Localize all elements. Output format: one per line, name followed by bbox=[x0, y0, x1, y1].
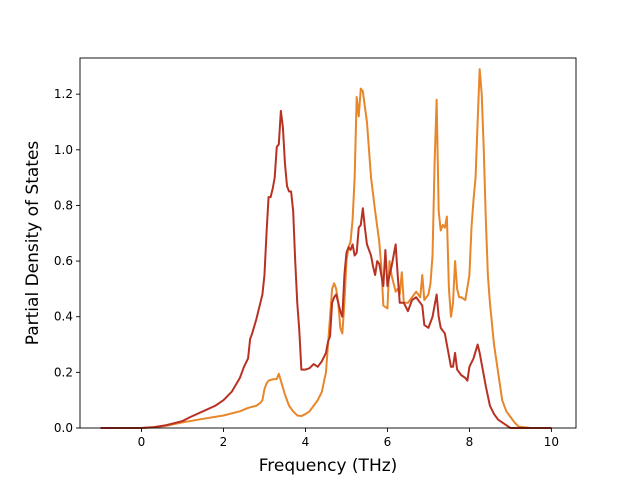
y-tick-label: 0.6 bbox=[54, 254, 73, 268]
plot-frame bbox=[79, 57, 577, 429]
x-tick-label: 10 bbox=[544, 435, 559, 449]
series-line-2 bbox=[100, 109, 552, 429]
y-tick-label: 0.0 bbox=[54, 421, 73, 435]
x-axis-ticks: 0 2 4 6 8 10 bbox=[138, 428, 559, 449]
x-tick-label: 4 bbox=[302, 435, 310, 449]
y-axis-label: Partial Density of States bbox=[23, 141, 43, 346]
y-axis-ticks: 0.0 0.2 0.4 0.6 0.8 1.0 1.2 bbox=[54, 87, 80, 435]
y-tick-label: 0.2 bbox=[54, 365, 73, 379]
y-tick-label: 0.8 bbox=[54, 198, 73, 212]
y-tick-label: 1.0 bbox=[54, 143, 73, 157]
y-tick-label: 1.2 bbox=[54, 87, 73, 101]
series-line-1 bbox=[100, 68, 552, 429]
y-tick-label: 0.4 bbox=[54, 310, 73, 324]
x-tick-label: 0 bbox=[138, 435, 146, 449]
series-layer bbox=[100, 68, 552, 429]
x-tick-label: 8 bbox=[466, 435, 474, 449]
x-tick-label: 2 bbox=[220, 435, 228, 449]
x-axis-label: Frequency (THz) bbox=[259, 456, 398, 476]
x-tick-label: 6 bbox=[384, 435, 392, 449]
